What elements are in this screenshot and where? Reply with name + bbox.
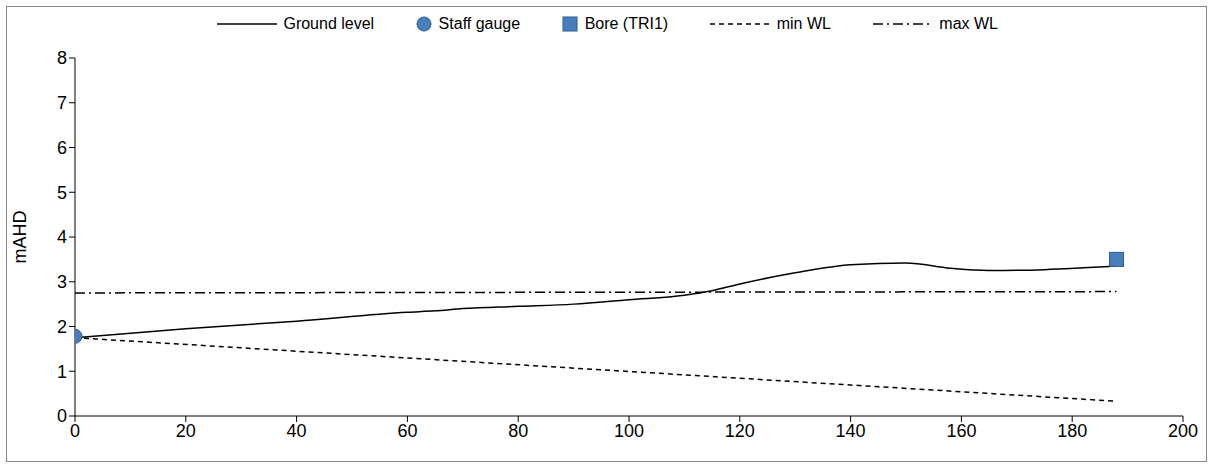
svg-text:140: 140 (836, 421, 866, 441)
svg-text:80: 80 (508, 421, 528, 441)
svg-text:5: 5 (57, 183, 67, 203)
svg-text:200: 200 (1168, 421, 1198, 441)
svg-text:120: 120 (725, 421, 755, 441)
html-text:Bore (TRI1): Bore (TRI1) (584, 14, 669, 32)
html-text:max WL: max WL (939, 14, 998, 32)
html-text:min WL: min WL (776, 14, 831, 32)
svg-text:40: 40 (287, 421, 307, 441)
svg-text:180: 180 (1057, 421, 1087, 441)
svg-text:2: 2 (57, 317, 67, 337)
html-text:Ground level: Ground level (283, 14, 375, 32)
svg-text:3: 3 (57, 272, 67, 292)
svg-text:6: 6 (57, 138, 67, 158)
svg-text:0: 0 (70, 421, 80, 441)
svg-text:1: 1 (57, 362, 67, 382)
svg-text:20: 20 (176, 421, 196, 441)
svg-text:0: 0 (57, 406, 67, 426)
html-text:Staff gauge: Staff gauge (438, 14, 521, 32)
svg-text:8: 8 (57, 48, 67, 68)
svg-text:mAHD: mAHD (10, 211, 30, 264)
svg-text:100: 100 (614, 421, 644, 441)
svg-text:160: 160 (946, 421, 976, 441)
svg-text:7: 7 (57, 93, 67, 113)
svg-text:4: 4 (57, 227, 67, 247)
svg-text:60: 60 (397, 421, 417, 441)
